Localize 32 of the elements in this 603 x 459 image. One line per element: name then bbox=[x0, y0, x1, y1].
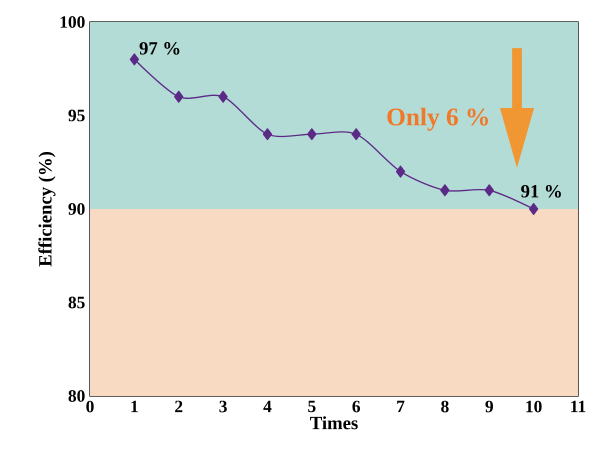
x-tick-label: 7 bbox=[397, 400, 404, 412]
annotation: Only 6 % bbox=[387, 108, 488, 131]
point bbox=[352, 128, 361, 140]
y-tick-label: 80 bbox=[68, 390, 85, 402]
x-axis-title: Times bbox=[310, 416, 358, 430]
point bbox=[528, 202, 538, 215]
y-tick-label: 90 bbox=[68, 203, 85, 215]
annotation: 91 % bbox=[521, 184, 561, 198]
y-axis-title: Efficiency (%) bbox=[38, 152, 56, 266]
point bbox=[484, 184, 494, 196]
point bbox=[174, 90, 184, 103]
y-tick-label: 95 bbox=[68, 110, 85, 122]
x-tick-label: 9 bbox=[485, 400, 493, 412]
y-tick-label: 100 bbox=[60, 16, 85, 28]
annotation: 97 % bbox=[140, 42, 180, 55]
x-tick-label: 2 bbox=[175, 400, 182, 412]
x-tick-label: 3 bbox=[219, 400, 227, 412]
point bbox=[130, 53, 140, 66]
point bbox=[440, 184, 450, 196]
point bbox=[218, 90, 228, 103]
x-tick-label: 6 bbox=[352, 400, 360, 412]
x-tick-label: 10 bbox=[526, 400, 542, 412]
x-tick-label: 0 bbox=[86, 400, 94, 412]
x-tick-label: 5 bbox=[308, 400, 316, 412]
y-tick-label: 85 bbox=[68, 296, 85, 308]
point bbox=[262, 128, 272, 140]
x-tick-label: 4 bbox=[263, 400, 272, 412]
point bbox=[396, 166, 406, 178]
x-tick-label: 8 bbox=[441, 400, 449, 412]
x-tick-label: 1 bbox=[131, 400, 138, 412]
point bbox=[307, 128, 316, 140]
x-tick-label: 11 bbox=[571, 400, 586, 412]
